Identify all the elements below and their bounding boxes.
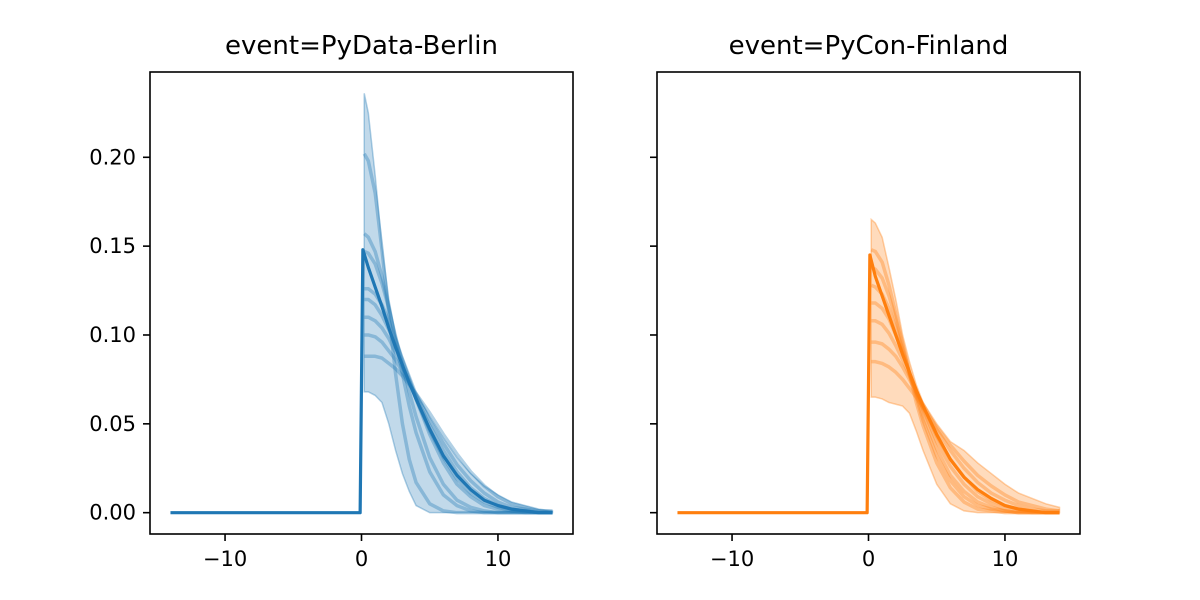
x-tick-label: 10 — [485, 547, 512, 571]
plot-area — [677, 217, 1061, 515]
sample-curve — [870, 283, 1060, 515]
x-tick-label: −10 — [710, 547, 754, 571]
sample-curve — [364, 354, 553, 513]
main-series-line — [677, 253, 1060, 515]
x-tick-label: 0 — [355, 547, 368, 571]
y-tick-label: 0.20 — [89, 145, 136, 169]
x-tick-label: −10 — [203, 547, 247, 571]
y-tick-label: 0.15 — [89, 234, 136, 258]
plot-area — [170, 93, 554, 515]
confidence-band — [363, 93, 554, 514]
sample-curve — [870, 265, 1060, 515]
sample-curve — [362, 152, 553, 515]
sample-curve — [871, 340, 1060, 513]
sample-curve — [870, 248, 1060, 515]
y-tick-label: 0.10 — [89, 323, 136, 347]
panel-title: event=PyData-Berlin — [225, 31, 498, 61]
main-series-line — [170, 248, 553, 515]
y-tick-label: 0.00 — [89, 501, 136, 525]
sample-curve — [363, 249, 553, 515]
sample-curve — [871, 359, 1060, 513]
panel-pydata-berlin: event=PyData-Berlin −10 0 10 0.00 0.05 0.10 0.… — [89, 31, 574, 571]
panel-title: event=PyCon-Finland — [729, 31, 1009, 61]
x-tick-label: 10 — [992, 547, 1019, 571]
x-tick-label: 0 — [862, 547, 875, 571]
panel-pycon-finland: event=PyCon-Finland −10 0 10 — [650, 31, 1081, 571]
sample-curve — [364, 333, 553, 515]
y-tick-label: 0.05 — [89, 412, 136, 436]
sample-curve — [363, 232, 553, 515]
